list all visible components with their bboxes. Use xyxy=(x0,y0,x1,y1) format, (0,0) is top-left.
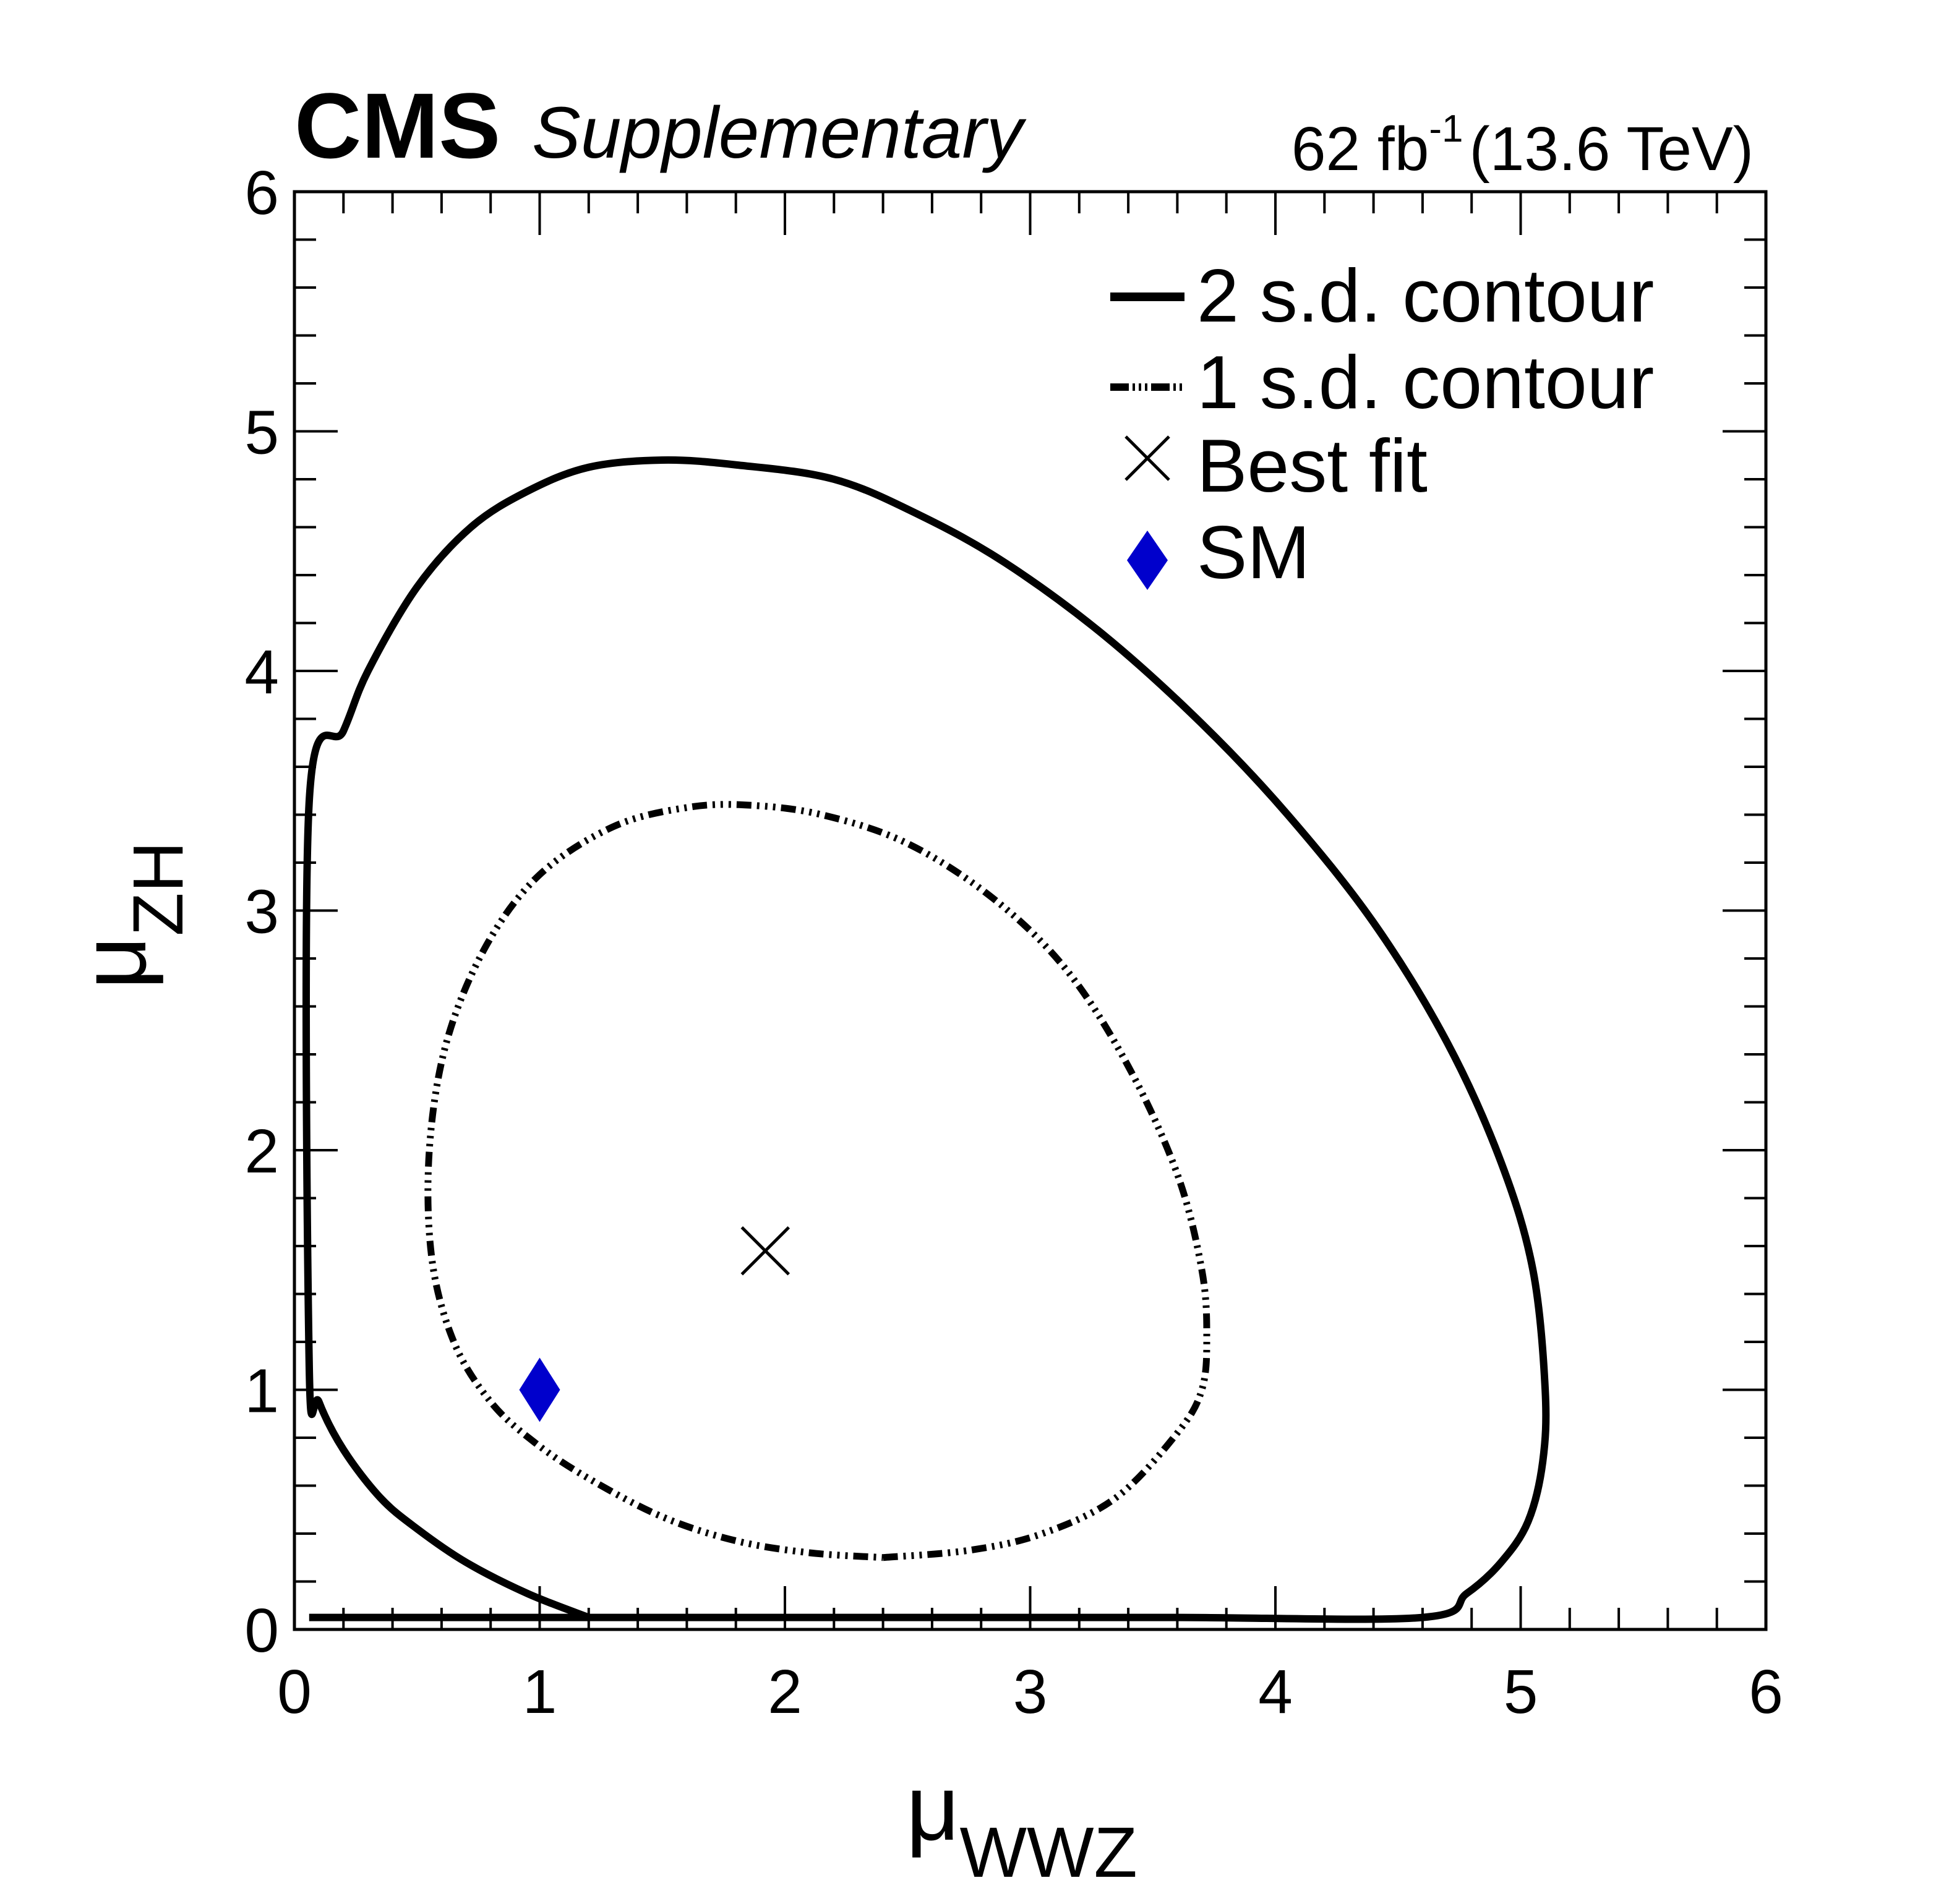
y-tick-label: 2 xyxy=(244,1117,279,1186)
x-tick-label: 5 xyxy=(1504,1657,1538,1727)
lumi-exponent: -1 xyxy=(1429,108,1463,150)
contour-1sd xyxy=(424,801,1210,1561)
y-tick-label: 1 xyxy=(244,1357,279,1426)
y-tick-label: 0 xyxy=(244,1596,279,1665)
x-tick-label: 3 xyxy=(1013,1657,1048,1727)
lumi-label: 62 fb-1 (13.6 TeV) xyxy=(1291,108,1754,184)
x-tick-label: 2 xyxy=(768,1657,802,1727)
legend: 2 s.d. contour 1 s.d. contour Best fit S… xyxy=(1110,254,1654,594)
y-tick-label: 6 xyxy=(244,158,279,228)
legend-label-best-fit: Best fit xyxy=(1197,424,1428,508)
energy-label: (13.6 TeV) xyxy=(1469,114,1754,184)
tag-label: Supplementary xyxy=(532,92,1027,174)
y-tick-label: 4 xyxy=(244,638,279,707)
x-tick-label: 0 xyxy=(277,1657,312,1727)
experiment-label: CMS xyxy=(294,74,500,177)
y-axis-symbol: μ xyxy=(61,936,165,989)
axis-ticks xyxy=(293,190,1767,1631)
y-axis-subscript: ZH xyxy=(119,841,198,936)
legend-diamond-icon xyxy=(1127,531,1168,590)
y-tick-label: 5 xyxy=(244,398,279,467)
y-axis-title: μZH xyxy=(61,841,198,989)
x-tick-label: 4 xyxy=(1258,1657,1293,1727)
lumi-value: 62 fb xyxy=(1291,114,1429,184)
point-markers xyxy=(519,1226,790,1422)
best-fit-marker xyxy=(740,1226,790,1276)
legend-cross-icon xyxy=(1124,435,1170,481)
x-tick-label: 1 xyxy=(523,1657,557,1727)
y-tick-label: 3 xyxy=(244,877,279,947)
x-axis-symbol: μ xyxy=(906,1756,959,1859)
legend-label-2sd: 2 s.d. contour xyxy=(1197,254,1654,338)
x-axis-title: μWWZ xyxy=(906,1756,1137,1892)
x-axis-subscript: WWZ xyxy=(959,1813,1137,1892)
x-tick-label: 6 xyxy=(1749,1657,1783,1727)
sm-marker xyxy=(519,1357,560,1422)
legend-label-sm: SM xyxy=(1197,510,1310,594)
contour-2sd xyxy=(302,456,1550,1623)
legend-label-1sd: 1 s.d. contour xyxy=(1197,340,1654,424)
axis-tick-labels: 0 1 2 3 4 5 6 0 1 2 3 4 5 6 xyxy=(244,158,1783,1727)
contour-lines xyxy=(302,456,1550,1623)
